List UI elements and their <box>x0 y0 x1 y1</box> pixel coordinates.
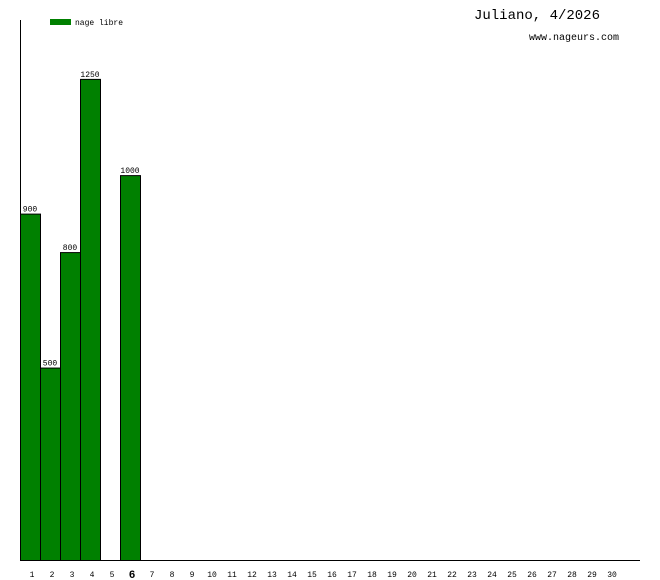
x-tick-label: 17 <box>347 571 357 580</box>
x-tick-label: 12 <box>247 571 257 580</box>
x-tick-label: 23 <box>467 571 477 580</box>
x-tick-label: 19 <box>387 571 397 580</box>
value-label: 1250 <box>80 71 99 80</box>
legend-label: nage libre <box>75 19 123 28</box>
x-tick-label: 7 <box>150 571 155 580</box>
x-tick-label: 10 <box>207 571 217 580</box>
x-tick-label: 5 <box>110 571 115 580</box>
bar <box>20 213 41 561</box>
chart-subtitle: www.nageurs.com <box>529 33 619 44</box>
x-tick-label: 20 <box>407 571 417 580</box>
chart-title: Juliano, 4/2026 <box>474 8 600 24</box>
x-tick-label: 24 <box>487 571 497 580</box>
value-label: 900 <box>23 206 38 215</box>
x-tick-label: 2 <box>50 571 55 580</box>
x-tick-label: 15 <box>307 571 317 580</box>
x-tick-label: 27 <box>547 571 557 580</box>
x-tick-label: 26 <box>527 571 537 580</box>
bar <box>80 78 101 562</box>
value-label: 500 <box>43 360 58 369</box>
x-tick-label: 28 <box>567 571 577 580</box>
x-tick-label: 8 <box>170 571 175 580</box>
value-label: 1000 <box>120 167 139 176</box>
x-tick-label: 16 <box>327 571 337 580</box>
x-tick-label: 25 <box>507 571 517 580</box>
x-tick-label: 18 <box>367 571 377 580</box>
x-tick-label: 22 <box>447 571 457 580</box>
x-tick-label: 6 <box>129 570 136 580</box>
x-tick-label: 3 <box>70 571 75 580</box>
legend-swatch <box>50 19 71 25</box>
bar <box>40 367 61 561</box>
x-tick-label: 4 <box>90 571 95 580</box>
x-tick-label: 21 <box>427 571 437 580</box>
x-tick-label: 30 <box>607 571 617 580</box>
bar <box>120 175 141 561</box>
x-tick-label: 13 <box>267 571 277 580</box>
bar <box>60 252 81 561</box>
x-tick-label: 14 <box>287 571 297 580</box>
x-tick-label: 29 <box>587 571 597 580</box>
x-tick-label: 1 <box>30 571 35 580</box>
value-label: 800 <box>63 244 78 253</box>
x-tick-label: 9 <box>190 571 195 580</box>
x-tick-label: 11 <box>227 571 237 580</box>
